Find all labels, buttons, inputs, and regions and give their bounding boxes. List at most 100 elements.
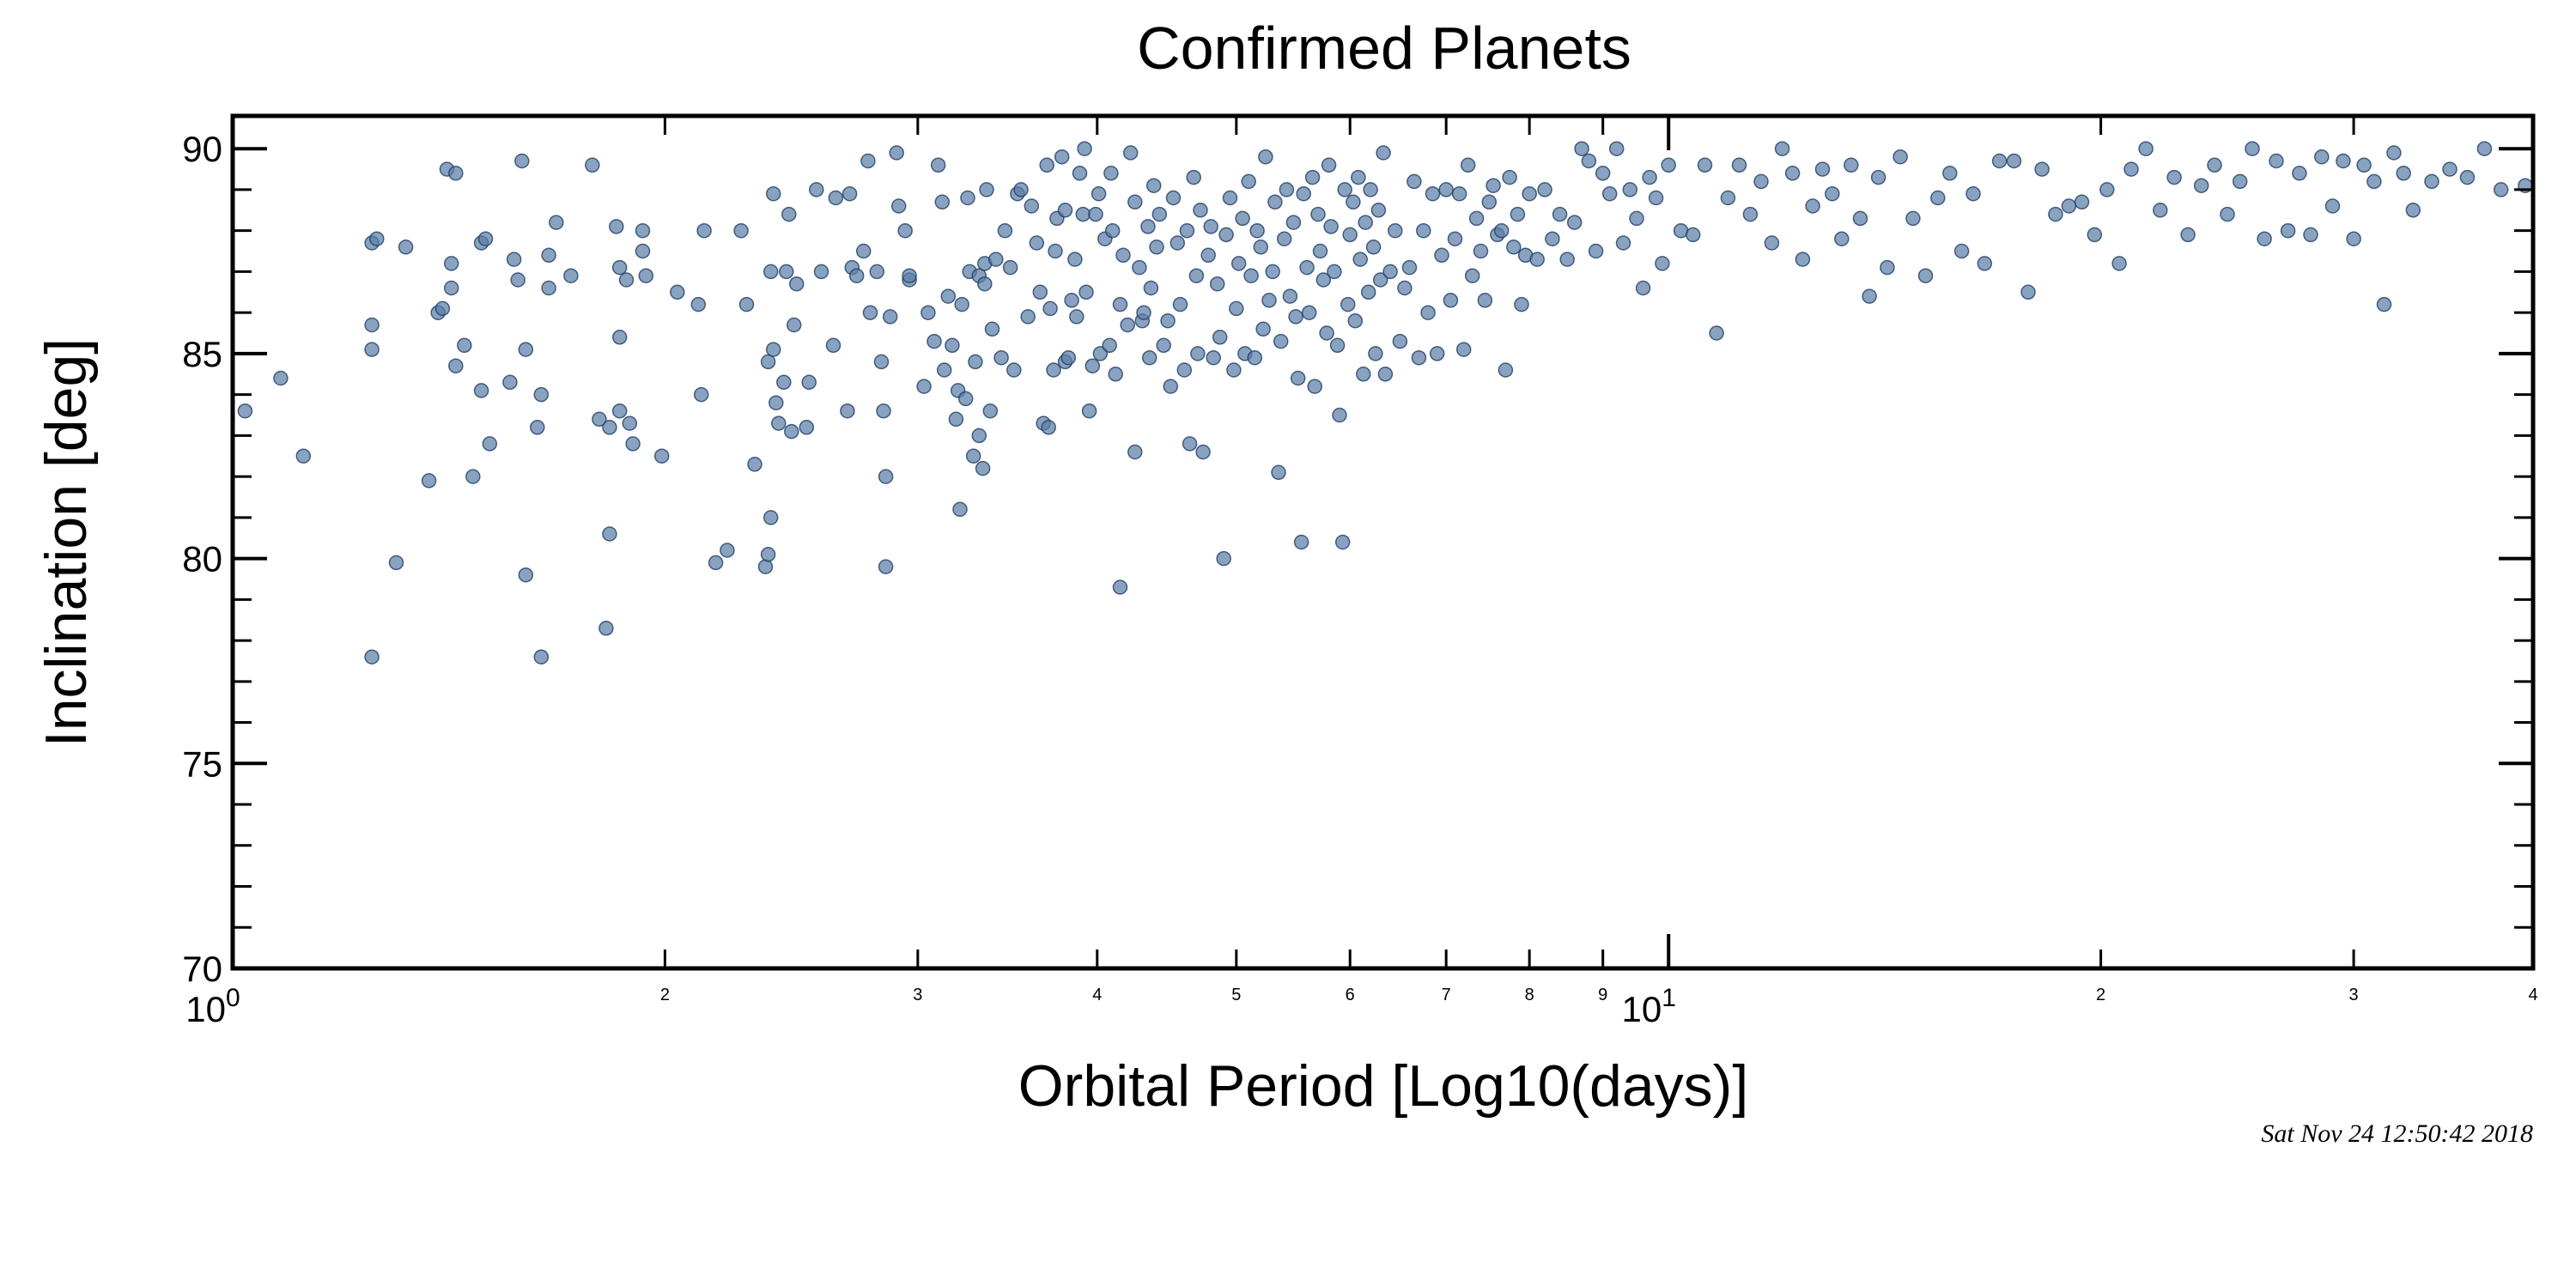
plot-frame bbox=[230, 113, 2536, 971]
data-point bbox=[786, 317, 802, 333]
data-point bbox=[696, 222, 712, 239]
data-point bbox=[448, 166, 464, 181]
data-point bbox=[1218, 227, 1234, 243]
x-major-tick-label: 10 bbox=[185, 989, 226, 1029]
x-minor-tick-label: 5 bbox=[1231, 986, 1241, 1004]
data-point bbox=[1642, 169, 1657, 185]
data-point bbox=[1315, 272, 1332, 288]
data-point bbox=[747, 457, 762, 472]
data-point bbox=[1685, 227, 1701, 243]
data-point bbox=[1020, 309, 1036, 325]
data-point bbox=[936, 362, 952, 378]
data-point bbox=[848, 268, 865, 283]
data-point bbox=[530, 420, 545, 435]
data-point bbox=[1307, 379, 1322, 394]
data-point bbox=[1203, 219, 1218, 234]
data-point bbox=[1537, 182, 1552, 197]
data-point bbox=[1290, 370, 1306, 386]
data-point bbox=[1559, 252, 1575, 267]
data-point bbox=[788, 276, 805, 292]
data-point bbox=[1190, 346, 1206, 361]
data-point bbox=[997, 222, 1013, 239]
data-point bbox=[1574, 141, 1589, 156]
data-point bbox=[993, 349, 1009, 366]
data-point bbox=[760, 354, 776, 370]
data-point bbox=[897, 222, 913, 239]
data-point bbox=[611, 259, 628, 276]
data-point bbox=[760, 547, 776, 562]
data-point bbox=[1629, 210, 1644, 227]
data-point bbox=[1529, 252, 1545, 267]
data-point bbox=[876, 403, 891, 419]
data-point bbox=[1358, 215, 1373, 230]
data-point bbox=[1852, 210, 1868, 227]
data-point bbox=[1195, 444, 1211, 460]
data-point bbox=[1382, 264, 1398, 280]
data-point bbox=[448, 358, 464, 373]
data-point bbox=[813, 264, 829, 280]
data-point bbox=[1127, 194, 1143, 210]
data-point bbox=[2269, 153, 2284, 169]
data-point bbox=[635, 243, 651, 259]
y-tick-label: 75 bbox=[182, 743, 222, 784]
data-point bbox=[2245, 141, 2260, 156]
data-point bbox=[457, 337, 472, 354]
data-point bbox=[1376, 145, 1391, 161]
data-point bbox=[1216, 550, 1231, 567]
data-point bbox=[1416, 222, 1431, 239]
data-point bbox=[611, 330, 628, 345]
data-point bbox=[2257, 231, 2272, 246]
data-point bbox=[1805, 198, 1820, 214]
data-point bbox=[1360, 284, 1376, 300]
data-point bbox=[720, 543, 735, 558]
data-point bbox=[1965, 185, 1981, 202]
data-point bbox=[2476, 141, 2493, 156]
data-point bbox=[1795, 252, 1811, 267]
data-point bbox=[690, 296, 707, 312]
data-point bbox=[1870, 169, 1886, 185]
x-minor-tick-label: 3 bbox=[2349, 986, 2359, 1004]
data-point bbox=[1091, 185, 1107, 202]
data-point bbox=[1905, 210, 1921, 227]
data-point bbox=[1814, 161, 1831, 177]
data-point bbox=[1024, 198, 1040, 214]
data-point bbox=[388, 555, 404, 571]
data-point bbox=[1977, 256, 1993, 271]
data-point bbox=[1340, 296, 1356, 312]
data-point bbox=[1893, 149, 1908, 165]
data-point bbox=[1209, 276, 1225, 292]
data-point bbox=[1464, 268, 1480, 283]
data-point bbox=[2356, 157, 2372, 173]
timestamp: Sat Nov 24 12:50:42 2018 bbox=[2261, 1119, 2533, 1148]
data-point bbox=[1258, 149, 1273, 165]
data-point bbox=[1229, 300, 1244, 317]
data-point bbox=[1072, 166, 1088, 181]
data-point bbox=[916, 379, 932, 394]
data-point bbox=[862, 305, 878, 320]
data-point bbox=[502, 374, 518, 391]
data-point bbox=[1447, 231, 1463, 246]
data-point bbox=[1206, 349, 1221, 366]
data-point bbox=[1420, 305, 1436, 320]
data-point bbox=[1267, 194, 1283, 210]
data-point bbox=[1930, 190, 1946, 206]
data-point bbox=[979, 182, 994, 197]
data-point bbox=[1401, 259, 1418, 276]
x-major-tick-label: 10 bbox=[1622, 989, 1662, 1029]
data-point bbox=[1042, 300, 1058, 317]
data-point bbox=[364, 649, 380, 664]
data-point bbox=[781, 206, 797, 222]
data-point bbox=[1081, 403, 1097, 419]
data-point bbox=[878, 559, 894, 574]
data-point bbox=[1067, 252, 1083, 267]
data-point bbox=[771, 416, 787, 431]
data-point bbox=[369, 231, 385, 246]
data-point bbox=[1406, 173, 1422, 190]
data-point bbox=[1774, 141, 1790, 156]
data-point bbox=[443, 256, 459, 271]
data-point bbox=[510, 272, 526, 288]
data-point bbox=[860, 153, 876, 169]
data-point bbox=[1443, 293, 1459, 308]
data-point bbox=[869, 264, 885, 280]
data-point bbox=[1156, 337, 1171, 354]
